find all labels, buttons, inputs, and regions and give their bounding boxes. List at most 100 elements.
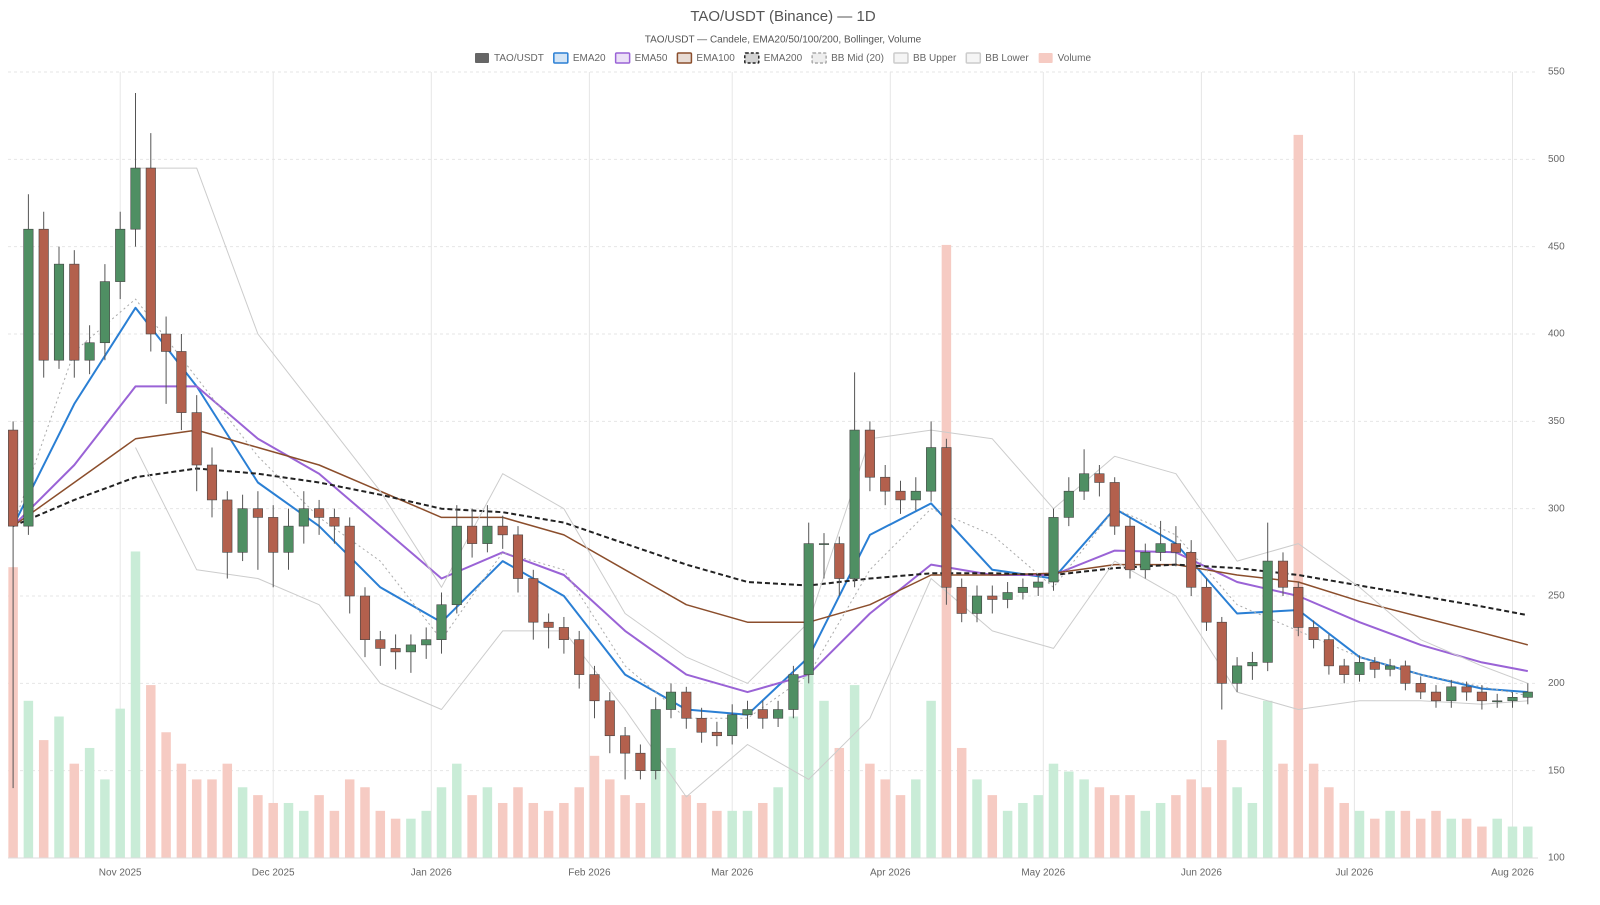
- y-tick-label: 400: [1548, 329, 1565, 340]
- candle-body: [1323, 639, 1334, 667]
- candle-body: [314, 508, 325, 518]
- candle-body: [222, 499, 233, 553]
- volume-bar: [253, 795, 263, 858]
- volume-bar: [314, 795, 324, 858]
- volume-bar: [1492, 818, 1502, 858]
- volume-bar: [819, 700, 829, 858]
- candle-body: [1476, 691, 1487, 702]
- volume-bar: [1354, 810, 1365, 858]
- candle-body: [895, 490, 906, 501]
- candle-body: [1033, 581, 1044, 588]
- candle-body: [99, 281, 110, 344]
- candle-body: [1492, 700, 1503, 703]
- axes: 100 150 200 250 300 350 400 450 500 550 Nov 2025 De…: [8, 67, 1565, 879]
- legend-label: EMA20: [573, 53, 606, 64]
- volume-bars: [8, 134, 1533, 859]
- candle-body: [451, 525, 462, 606]
- volume-bar: [1201, 787, 1212, 858]
- candle-body: [941, 447, 952, 588]
- volume-bar: [1033, 795, 1043, 858]
- volume-bar: [972, 779, 982, 858]
- candle-body: [53, 263, 65, 361]
- candle-body: [512, 534, 524, 579]
- candle-body: [145, 167, 156, 335]
- volume-bar: [666, 747, 676, 858]
- volume-bar: [911, 779, 921, 858]
- volume-bar: [605, 779, 615, 858]
- candle-body: [482, 525, 493, 544]
- volume-bar: [375, 810, 386, 858]
- candle-body: [543, 621, 554, 628]
- legend-swatch: [893, 52, 909, 64]
- volume-bar: [1431, 810, 1441, 858]
- candle-body: [926, 447, 937, 492]
- candle-body: [1079, 473, 1090, 492]
- volume-bar: [482, 787, 493, 858]
- candle-body: [574, 639, 585, 675]
- y-tick-label: 550: [1548, 67, 1565, 78]
- candle-body: [604, 700, 615, 737]
- candle-body: [528, 578, 539, 623]
- volume-bar: [1048, 763, 1059, 858]
- volume-bar: [513, 787, 523, 858]
- volume-bar: [1477, 826, 1487, 858]
- indicator-line: [12, 385, 1528, 694]
- volume-bar: [1446, 818, 1457, 858]
- candle-body: [1201, 586, 1212, 623]
- legend-swatch: [614, 52, 631, 64]
- candle-body: [1017, 586, 1028, 593]
- volume-bar: [1324, 787, 1334, 858]
- volume-bar: [1094, 787, 1105, 858]
- volume-bar: [1293, 134, 1304, 858]
- legend-label: BB Lower: [985, 53, 1029, 64]
- volume-bar: [727, 810, 737, 858]
- y-tick-label: 250: [1548, 591, 1565, 602]
- candle-body: [803, 543, 814, 675]
- legend-swatch: [676, 52, 693, 64]
- legend-label: EMA100: [696, 53, 735, 64]
- volume-bar: [1400, 810, 1411, 858]
- legend-swatch: [475, 53, 489, 63]
- volume-bar: [237, 787, 248, 858]
- volume-bar: [880, 779, 890, 858]
- candle-body: [1094, 473, 1105, 483]
- volume-bar: [84, 747, 95, 858]
- candle-body: [115, 228, 126, 282]
- volume-bar: [436, 787, 447, 858]
- y-tick-label: 200: [1548, 678, 1565, 689]
- x-tick-label: Aug 2026: [1491, 868, 1534, 879]
- volume-bar: [207, 779, 217, 858]
- candle-body: [910, 490, 921, 501]
- volume-bar: [712, 810, 722, 858]
- volume-bar: [681, 795, 692, 858]
- candle-body: [1170, 543, 1181, 553]
- candle-body: [252, 508, 263, 518]
- candle-body: [1400, 665, 1411, 684]
- indicator-line: [135, 167, 1528, 684]
- volume-bar: [788, 716, 799, 858]
- volume-bar: [543, 810, 554, 858]
- candle-body: [130, 167, 141, 230]
- volume-bar: [987, 795, 998, 858]
- volume-bar: [926, 700, 936, 858]
- volume-bar: [1125, 795, 1135, 858]
- indicator-line: [12, 298, 1528, 719]
- indicator-line: [12, 429, 1528, 646]
- legend-label: BB Mid (20): [831, 53, 884, 64]
- candle-body: [191, 412, 202, 466]
- candle-body: [1293, 586, 1304, 628]
- candle-body: [1308, 627, 1319, 640]
- volume-bar: [452, 763, 462, 858]
- x-tick-label: Apr 2026: [870, 868, 911, 879]
- volume-bar: [406, 818, 416, 858]
- candle-body: [971, 595, 983, 614]
- candle-body: [359, 595, 371, 640]
- x-tick-label: Jan 2026: [411, 868, 453, 879]
- volume-bar: [115, 708, 125, 858]
- candle-body: [237, 508, 248, 553]
- indicator-line: [12, 467, 1528, 617]
- volume-bar: [1247, 802, 1258, 858]
- volume-bar: [1002, 810, 1013, 858]
